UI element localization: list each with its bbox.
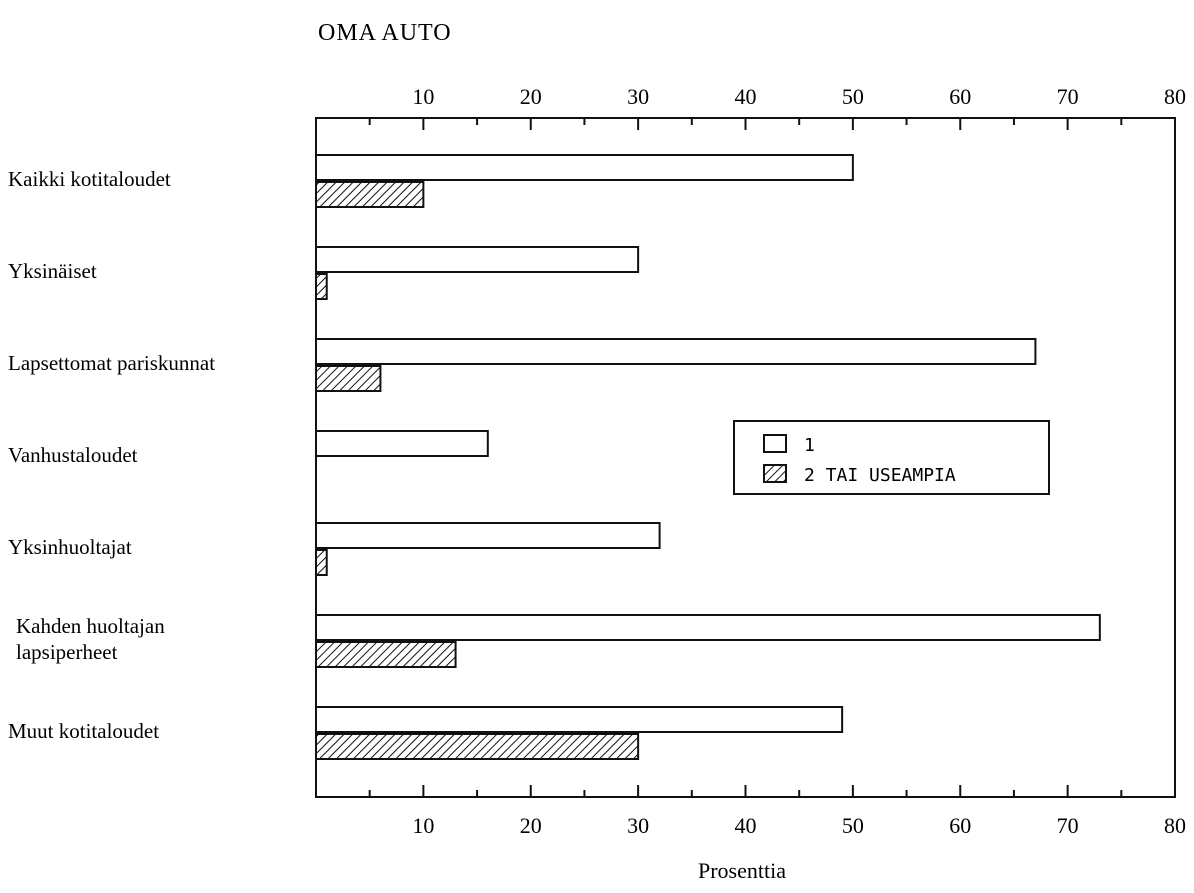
category-label: lapsiperheet xyxy=(16,640,118,664)
legend-label: 2 TAI USEAMPIA xyxy=(804,465,956,486)
bar-series-2 xyxy=(315,549,328,576)
x-tick-label-bottom: 50 xyxy=(842,813,864,838)
x-tick-label-bottom: 70 xyxy=(1057,813,1079,838)
plot-area: 10 10 20 20 30 30 40 40 50 50 60 60 70 70 80 80 Kaikki k… xyxy=(8,84,1186,838)
chart-title: OMA AUTO xyxy=(318,20,452,46)
x-tick-label-bottom: 30 xyxy=(627,813,649,838)
legend-swatch-2 xyxy=(763,464,787,483)
legend-label: 1 xyxy=(804,435,815,456)
x-axis-title: Prosenttia xyxy=(698,858,786,883)
bar-series-2 xyxy=(315,273,328,300)
category-label: Kahden huoltajan xyxy=(16,614,165,638)
x-tick-label-bottom: 40 xyxy=(735,813,757,838)
category-label: Vanhustaloudet xyxy=(8,443,138,467)
bar-series-1 xyxy=(315,522,661,549)
category-label: Yksinäiset xyxy=(8,259,97,283)
bar-series-1 xyxy=(315,706,844,733)
x-tick-label-top: 20 xyxy=(520,84,542,109)
x-tick-label-bottom: 60 xyxy=(949,813,971,838)
bar-series-1 xyxy=(315,246,640,273)
x-tick-label-top: 30 xyxy=(627,84,649,109)
category-label: Kaikki kotitaloudet xyxy=(8,167,171,191)
x-tick-label-bottom: 20 xyxy=(520,813,542,838)
bar-series-1 xyxy=(315,430,489,457)
bar-series-2 xyxy=(315,733,640,760)
x-tick-label-top: 70 xyxy=(1057,84,1079,109)
bar-series-1 xyxy=(315,154,854,181)
x-tick-label-bottom: 80 xyxy=(1164,813,1186,838)
bar-series-2 xyxy=(315,365,382,392)
x-tick-label-top: 10 xyxy=(412,84,434,109)
category-label: Muut kotitaloudet xyxy=(8,719,159,743)
x-tick-label-top: 40 xyxy=(735,84,757,109)
bar-series-1 xyxy=(315,614,1101,641)
category-label: Lapsettomat pariskunnat xyxy=(8,351,215,375)
bar-series-1 xyxy=(315,338,1037,365)
x-tick-label-top: 50 xyxy=(842,84,864,109)
bar-series-2 xyxy=(315,181,425,208)
bar-series-2 xyxy=(315,641,457,668)
x-tick-label-top: 60 xyxy=(949,84,971,109)
legend-swatch-1 xyxy=(763,434,787,453)
x-tick-label-top: 80 xyxy=(1164,84,1186,109)
x-tick-label-bottom: 10 xyxy=(412,813,434,838)
category-label: Yksinhuoltajat xyxy=(8,535,132,559)
